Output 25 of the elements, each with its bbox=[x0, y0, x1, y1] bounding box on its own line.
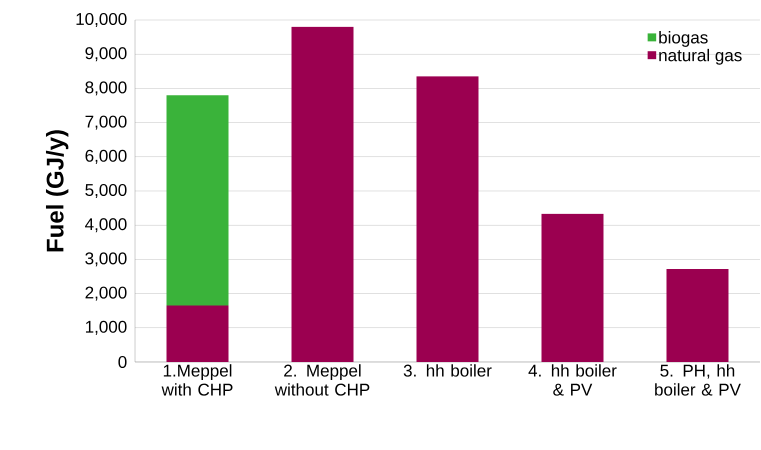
y-axis-title: Fuel (GJ/y) bbox=[46, 130, 68, 252]
x-tick-label: 1.Meppel with CHP bbox=[162, 364, 232, 396]
legend-label: biogas bbox=[659, 31, 708, 47]
bar bbox=[292, 26, 354, 362]
y-tick-label: 8,000 bbox=[85, 81, 127, 96]
y-tick-label: 3,000 bbox=[85, 252, 127, 266]
y-tick-label: 5,000 bbox=[85, 184, 127, 198]
bar bbox=[542, 214, 604, 362]
bar bbox=[416, 76, 478, 362]
y-tick-label: 1,000 bbox=[86, 320, 127, 335]
legend-label: natural gas bbox=[659, 48, 742, 65]
x-tick-label: 2. Meppel without CHP bbox=[274, 364, 370, 396]
y-tick-label: 2,000 bbox=[86, 286, 127, 301]
y-tick-label: 7,000 bbox=[86, 116, 127, 130]
bar bbox=[166, 95, 229, 306]
y-tick-label: 10,000 bbox=[76, 12, 127, 28]
bar bbox=[166, 306, 229, 362]
x-tick-label: 4. hh boiler & PV bbox=[528, 364, 617, 396]
y-tick-label: 4,000 bbox=[85, 218, 127, 232]
x-tick-label: 5. PH, hh boiler & PV bbox=[655, 364, 741, 396]
y-tick-label: 6,000 bbox=[86, 150, 127, 164]
y-tick-label: 9,000 bbox=[85, 47, 127, 62]
x-tick-label: 3. hh boiler bbox=[404, 364, 492, 377]
y-tick-label: 0 bbox=[118, 356, 127, 368]
bar bbox=[666, 268, 728, 362]
